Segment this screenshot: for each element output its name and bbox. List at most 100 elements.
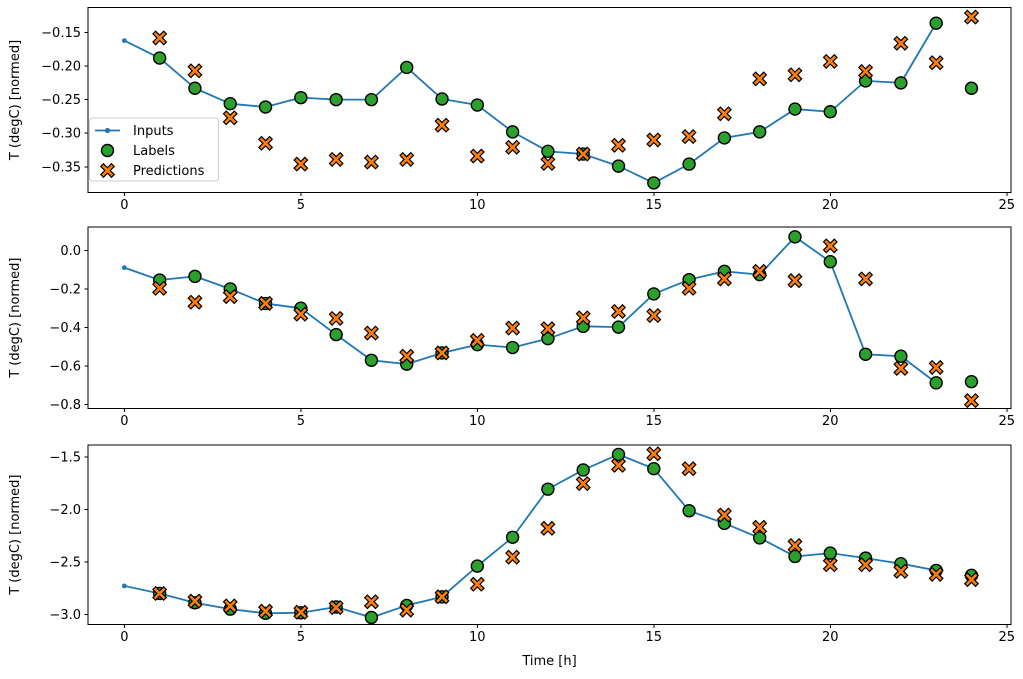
labels-point bbox=[541, 331, 555, 346]
labels-point bbox=[611, 159, 626, 173]
predictions-point bbox=[716, 507, 732, 523]
labels-point bbox=[541, 144, 555, 159]
predictions-x-sample-icon bbox=[99, 162, 116, 179]
predictions-point bbox=[434, 117, 450, 133]
labels-point bbox=[788, 230, 802, 244]
labels-point bbox=[188, 269, 202, 284]
predictions-point bbox=[963, 572, 980, 588]
predictions-point bbox=[893, 563, 909, 579]
predictions-point bbox=[293, 156, 309, 172]
labels-point bbox=[682, 504, 696, 518]
predictions-point bbox=[893, 360, 909, 376]
x-tick-label: 10 bbox=[469, 630, 486, 645]
labels-point bbox=[647, 287, 661, 301]
x-tick-label: 25 bbox=[998, 198, 1015, 213]
labels-scatter-series bbox=[152, 16, 979, 190]
y-tick-label: 0.0 bbox=[60, 244, 81, 259]
labels-point bbox=[647, 461, 661, 476]
labels-point bbox=[329, 92, 343, 107]
axes-frame bbox=[87, 226, 1012, 409]
labels-point bbox=[505, 340, 520, 355]
labels-point bbox=[364, 92, 379, 107]
x-tick-label: 20 bbox=[822, 630, 839, 645]
predictions-point bbox=[152, 30, 168, 46]
inputs-point bbox=[121, 265, 127, 271]
predictions-point bbox=[152, 280, 168, 296]
labels-point bbox=[505, 125, 520, 139]
predictions-point bbox=[257, 135, 274, 151]
subplot-3: 0 5 10 15 20 25 −3.0 −2.5 −2.0 −1.5 T (degC) [norm… bbox=[8, 444, 1015, 645]
labels-point bbox=[788, 102, 802, 116]
predictions-point bbox=[822, 557, 838, 573]
inputs-point bbox=[121, 583, 127, 589]
axes-frame bbox=[87, 7, 1012, 193]
y-axis-label: T (degC) [normed] bbox=[8, 475, 23, 596]
labels-point bbox=[823, 255, 837, 269]
axes-frame bbox=[87, 444, 1012, 625]
labels-point bbox=[294, 90, 308, 105]
predictions-point bbox=[716, 106, 732, 122]
predictions-point bbox=[681, 280, 697, 296]
predictions-point bbox=[469, 576, 485, 592]
predictions-point bbox=[928, 359, 944, 375]
x-tick-label: 10 bbox=[469, 414, 486, 429]
y-axis-ticks: −0.35 −0.30 −0.25 −0.20 −0.15 bbox=[41, 26, 88, 175]
predictions-point bbox=[893, 35, 909, 51]
labels-point bbox=[541, 482, 555, 496]
labels-point bbox=[788, 549, 802, 564]
labels-point bbox=[435, 92, 449, 106]
predictions-point bbox=[610, 137, 627, 153]
predictions-point bbox=[928, 566, 944, 582]
y-axis-ticks: −0.8 −0.6 −0.4 −0.2 0.0 bbox=[49, 244, 88, 413]
predictions-point bbox=[505, 139, 521, 155]
y-tick-label: −0.30 bbox=[41, 127, 81, 142]
labels-scatter-series bbox=[152, 230, 979, 390]
x-tick-label: 15 bbox=[646, 630, 663, 645]
predictions-point bbox=[575, 310, 591, 326]
predictions-point bbox=[187, 294, 203, 310]
labels-point bbox=[752, 125, 767, 139]
predictions-point bbox=[399, 602, 415, 618]
legend-label-inputs: Inputs bbox=[133, 124, 174, 139]
labels-point bbox=[364, 610, 379, 625]
y-tick-label: −0.20 bbox=[41, 60, 81, 75]
predictions-point bbox=[681, 461, 697, 477]
x-tick-label: 15 bbox=[646, 414, 663, 429]
labels-circle-sample-icon bbox=[100, 143, 115, 158]
predictions-point bbox=[152, 585, 168, 602]
predictions-point bbox=[399, 348, 415, 364]
predictions-point bbox=[822, 53, 838, 69]
predictions-point bbox=[399, 151, 415, 167]
labels-point bbox=[823, 105, 837, 119]
labels-point bbox=[223, 96, 237, 111]
x-tick-label: 5 bbox=[297, 414, 305, 429]
x-axis-ticks: 0 5 10 15 20 25 bbox=[120, 624, 1015, 645]
predictions-point bbox=[469, 332, 485, 348]
predictions-point bbox=[363, 154, 379, 170]
x-tick-label: 5 bbox=[297, 630, 305, 645]
predictions-point bbox=[363, 325, 379, 341]
predictions-point bbox=[858, 557, 874, 573]
y-axis-label: T (degC) [normed] bbox=[8, 258, 23, 379]
x-tick-label: 15 bbox=[646, 198, 663, 213]
legend: Inputs Labels Predictions bbox=[89, 117, 219, 182]
x-tick-label: 25 bbox=[998, 414, 1015, 429]
predictions-point bbox=[822, 238, 838, 254]
predictions-point bbox=[505, 549, 521, 565]
x-tick-label: 10 bbox=[469, 198, 486, 213]
labels-point bbox=[470, 559, 485, 573]
predictions-point bbox=[575, 146, 591, 162]
y-tick-label: −2.5 bbox=[49, 555, 81, 570]
predictions-point bbox=[963, 393, 980, 409]
predictions-scatter-series bbox=[152, 238, 980, 409]
labels-point bbox=[364, 353, 379, 367]
predictions-point bbox=[787, 273, 803, 289]
predictions-point bbox=[752, 519, 768, 535]
predictions-point bbox=[681, 129, 697, 145]
labels-point bbox=[647, 176, 661, 190]
predictions-point bbox=[787, 537, 803, 554]
labels-point bbox=[258, 100, 273, 114]
predictions-point bbox=[293, 604, 309, 620]
predictions-point bbox=[187, 63, 203, 79]
